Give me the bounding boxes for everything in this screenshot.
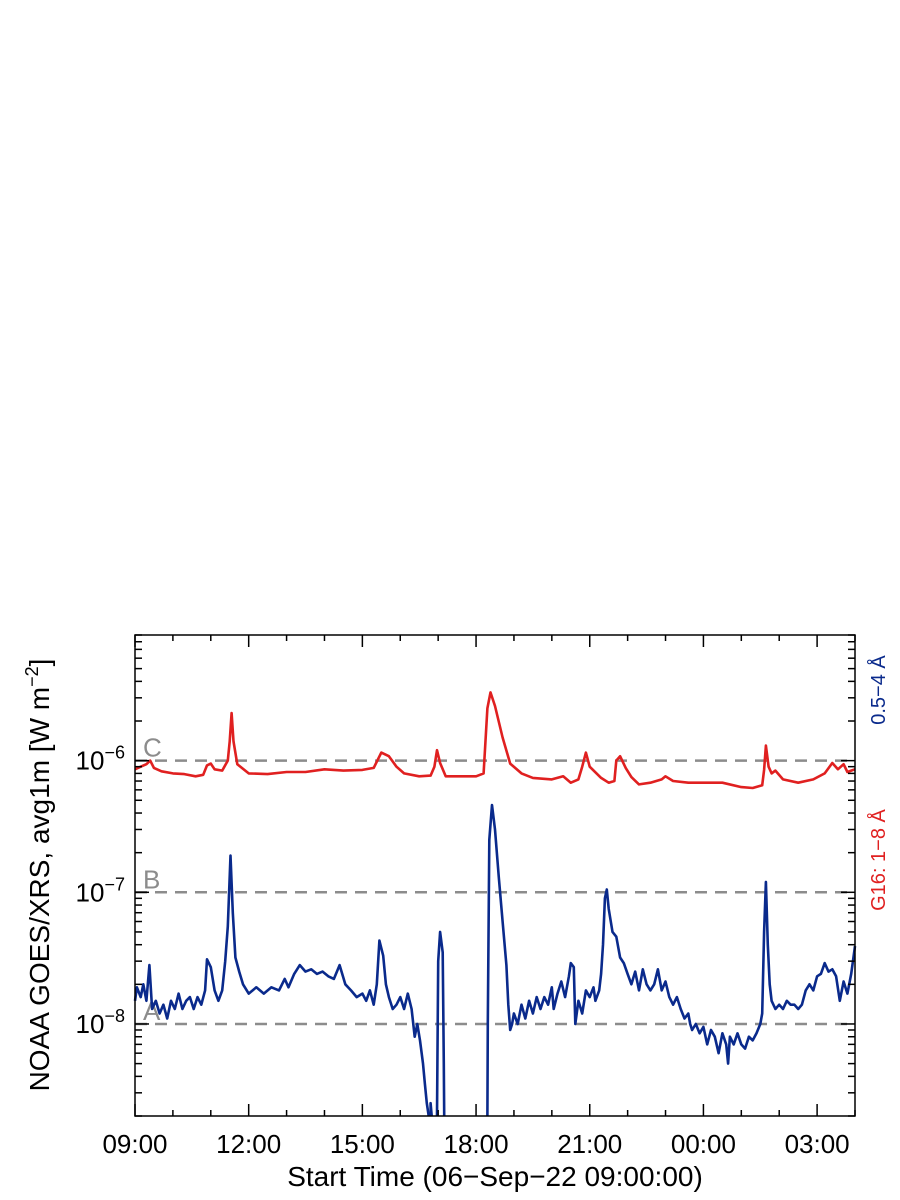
x-ticks: 09:00 12:00 15:00 18:00 21:00 00:00 03:00 (102, 635, 856, 1159)
x-tick-label: 21:00 (557, 1129, 622, 1159)
y-tick-label: 10−8 (76, 1006, 125, 1039)
legend-entry-1: 0.5−4 Å (867, 655, 890, 725)
legend: G16: 1−8 Å 0.5−4 Å (867, 655, 890, 911)
series-line-1-segment-2 (435, 930, 446, 1117)
class-label-b: B (143, 864, 160, 894)
x-tick-label: 00:00 (671, 1129, 736, 1159)
x-tick-label: 09:00 (102, 1129, 167, 1159)
x-tick-label: 15:00 (330, 1129, 395, 1159)
x-axis-label: Start Time (06−Sep−22 09:00:00) (287, 1161, 703, 1192)
series-layer (133, 691, 857, 1117)
y-axis-label-main: NOAA GOES/XRS, avg1m [W m (24, 687, 55, 1092)
y-axis-label: NOAA GOES/XRS, avg1m [W m−2] (22, 659, 55, 1092)
legend-entry-0: G16: 1−8 Å (867, 808, 890, 910)
plot-frame (134, 634, 856, 1117)
y-axis-label-close: ] (24, 659, 55, 667)
y-tick-label: 10−7 (76, 874, 125, 907)
y-tick-label: 10−6 (76, 743, 125, 776)
x-tick-label: 03:00 (785, 1129, 850, 1159)
flare-class-labels: ABC (143, 733, 162, 1026)
x-tick-label: 18:00 (444, 1129, 509, 1159)
class-label-c: C (143, 733, 162, 763)
flare-class-lines (135, 759, 855, 1026)
series-line-1-segment-3 (486, 803, 857, 1117)
series-line-1-segment-0 (133, 854, 430, 1117)
x-tick-label: 12:00 (216, 1129, 281, 1159)
series-line-0-segment-0 (134, 691, 856, 790)
y-ticks: 10−8 10−7 10−6 (76, 634, 855, 1117)
y-axis-label-superscript: −2 (22, 666, 42, 687)
series-line-1-segment-1 (429, 1101, 433, 1117)
